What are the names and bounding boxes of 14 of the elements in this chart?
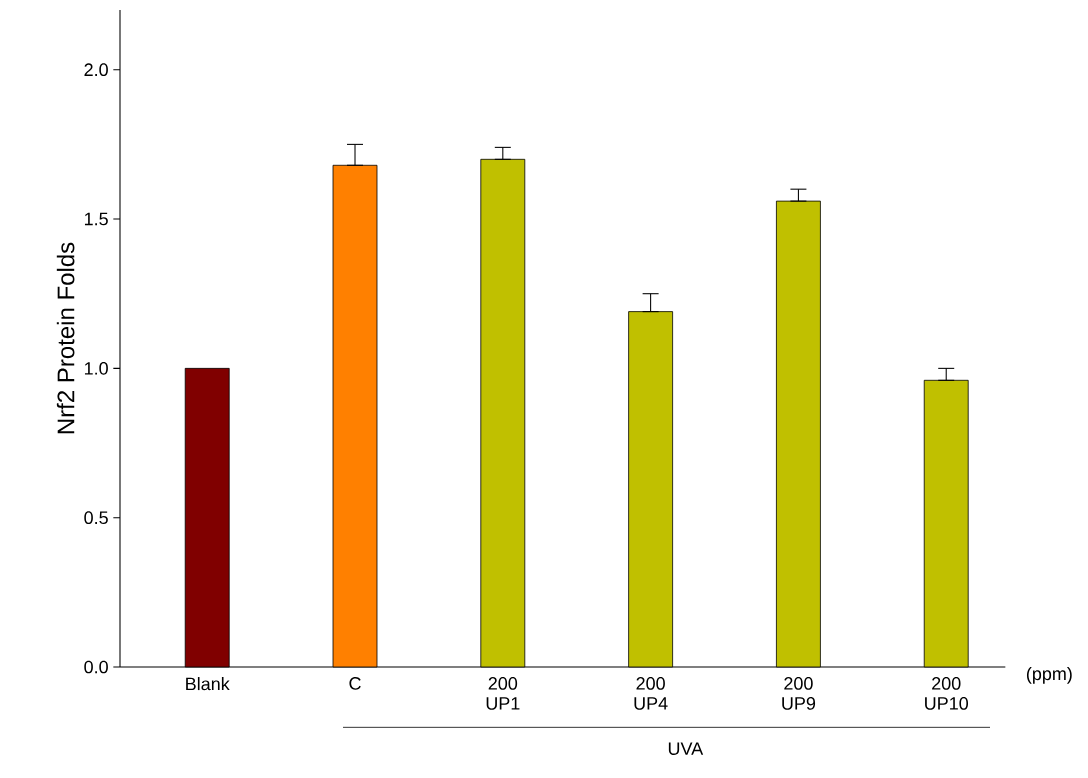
y-tick-label: 0.5 [84,511,108,525]
y-tick-label: 2.0 [84,63,108,77]
y-tick-label: 1.0 [84,361,108,375]
y-axis-title: Nrf2 Protein Folds [56,242,75,434]
x-tick-label: Blank [186,677,230,691]
x-tick-label: 200 UP1 [486,677,520,710]
y-tick-label: 0.0 [84,660,108,674]
x-tick-label: C [349,677,361,690]
text: UVA [668,742,704,755]
text: (ppm) [1026,666,1072,684]
x-tick-label: 200 UP9 [782,677,816,710]
y-tick-label: 1.5 [84,212,108,226]
x-tick-label: 200 UP4 [634,677,668,710]
x-tick-label: 200 UP10 [925,677,969,710]
